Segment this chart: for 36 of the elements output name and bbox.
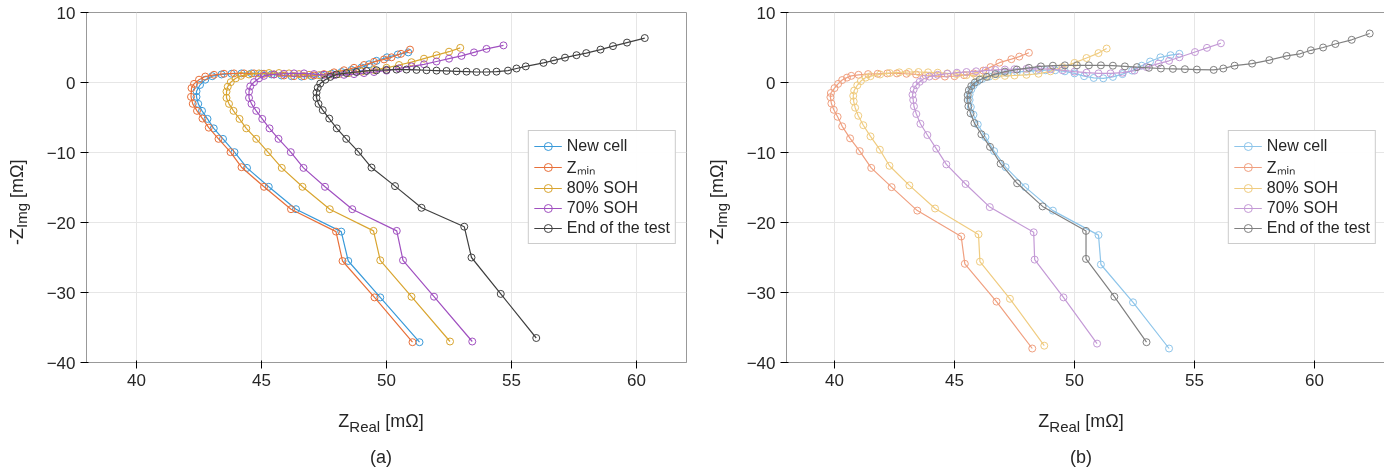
x-tick-label: 55 [1185, 370, 1204, 390]
legend-label: 70% SOH [566, 198, 638, 218]
legend-label: 80% SOH [566, 178, 638, 198]
legend-label: New cell [1266, 136, 1328, 156]
y-tick-label: −40 [46, 353, 76, 373]
y-tick-label: −20 [46, 213, 76, 233]
legend-label: New cell [566, 136, 628, 156]
x-axis-title: Z$_{Real}$ [mΩ] [338, 410, 424, 437]
text: (a) [370, 446, 392, 467]
legend-label: End of the test [1266, 218, 1370, 238]
y-tick-label: −30 [46, 283, 76, 303]
x-tick-label: 60 [1305, 370, 1324, 390]
legend-label: 70% SOH [1266, 198, 1338, 218]
y-tick-label: −10 [46, 143, 76, 163]
legend-label: End of the test [566, 218, 670, 238]
text: (b) [1070, 446, 1092, 467]
x-tick-label: 40 [127, 370, 146, 390]
y-tick-label: −20 [746, 213, 776, 233]
x-tick-label: 50 [377, 370, 396, 390]
y-tick-label: −40 [746, 353, 776, 373]
y-tick-label: 10 [756, 3, 776, 23]
x-tick-label: 55 [502, 370, 521, 390]
y-tick-label: 0 [66, 73, 76, 93]
legend-label: Zₘᵢₙ [566, 158, 596, 178]
x-axis-title: Z$_{Real}$ [mΩ] [1038, 410, 1124, 437]
y-tick-label: −10 [746, 143, 776, 163]
legend-label: Zₘᵢₙ [1266, 158, 1296, 178]
x-tick-label: 45 [252, 370, 271, 390]
x-tick-label: 50 [1065, 370, 1084, 390]
y-tick-label: −30 [746, 283, 776, 303]
x-tick-label: 45 [945, 370, 964, 390]
y-tick-label: 0 [766, 73, 776, 93]
x-tick-label: 60 [627, 370, 646, 390]
legend-label: 80% SOH [1266, 178, 1338, 198]
y-tick-label: 10 [56, 3, 76, 23]
x-tick-label: 40 [825, 370, 844, 390]
